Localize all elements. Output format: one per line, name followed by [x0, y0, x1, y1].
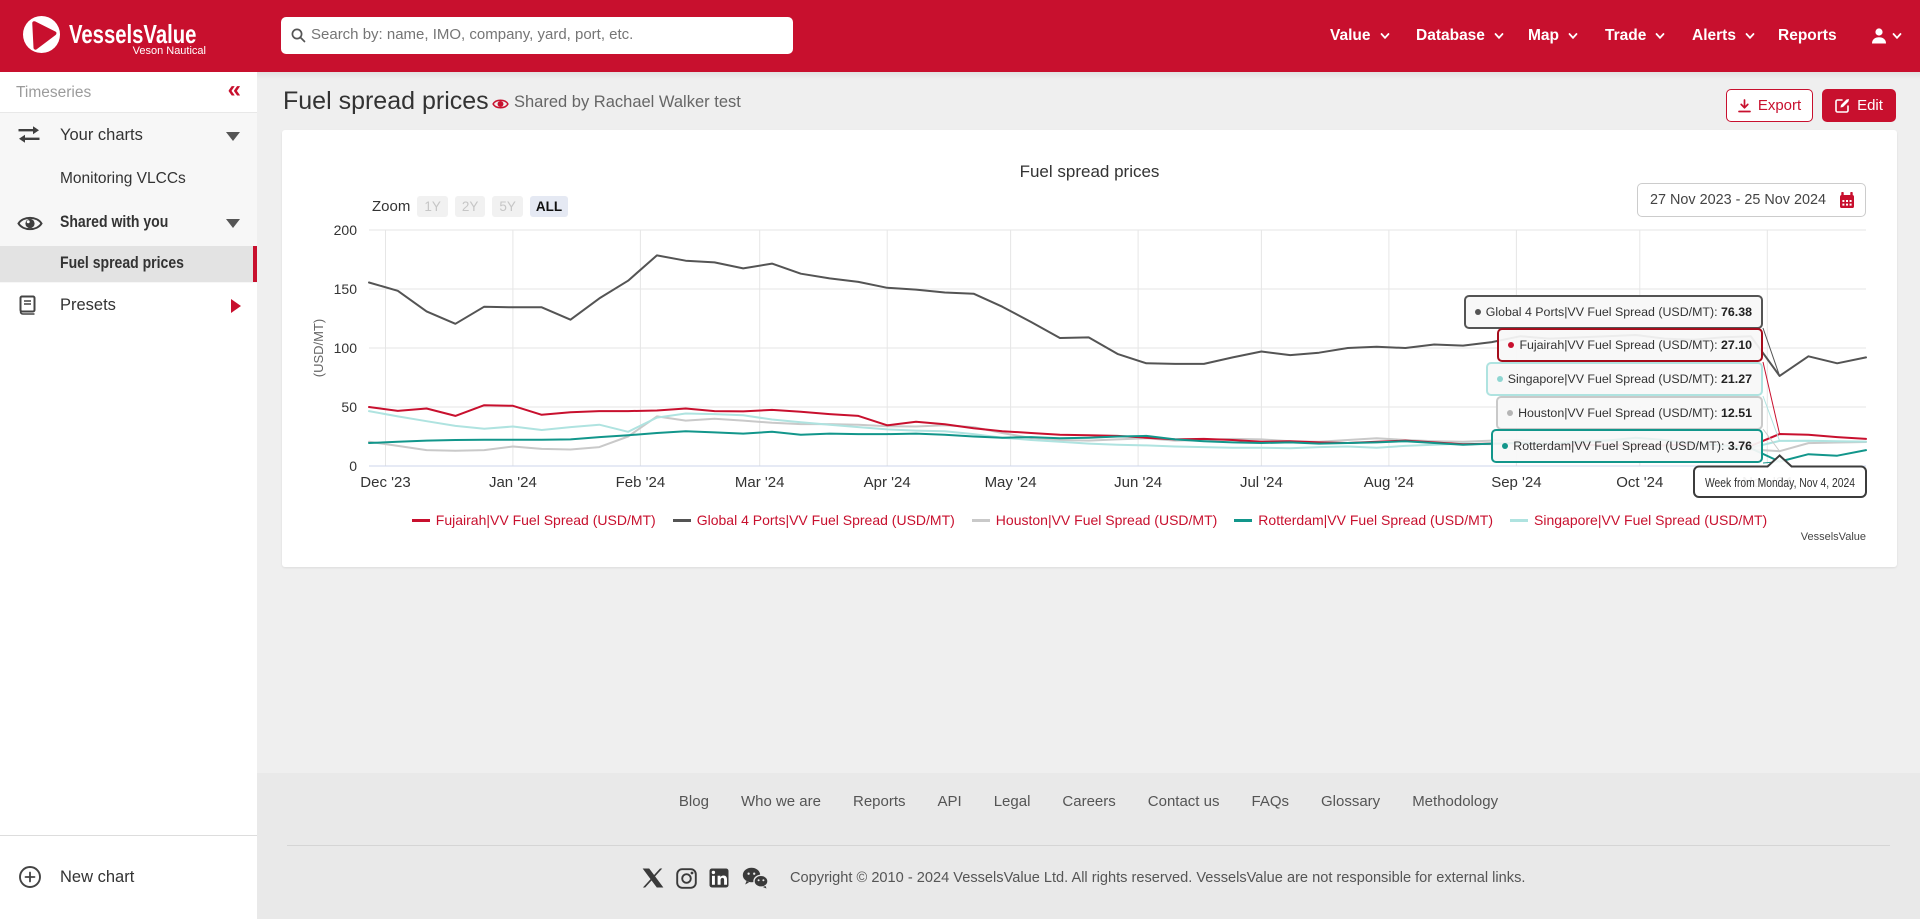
svg-text:150: 150: [334, 281, 358, 297]
svg-text:50: 50: [341, 399, 357, 415]
svg-text:Aug '24: Aug '24: [1364, 474, 1414, 491]
svg-text:May '24: May '24: [985, 474, 1037, 491]
svg-text:Week from Monday, Nov 4, 2024: Week from Monday, Nov 4, 2024: [1705, 476, 1855, 490]
svg-text:Mar '24: Mar '24: [735, 474, 785, 491]
svg-text:Jul '24: Jul '24: [1240, 474, 1283, 491]
svg-text:Jan '24: Jan '24: [489, 474, 537, 491]
svg-text:(USD/MT): (USD/MT): [311, 319, 326, 378]
svg-text:200: 200: [334, 222, 358, 238]
svg-text:Dec '23: Dec '23: [360, 474, 410, 491]
svg-text:Apr '24: Apr '24: [864, 474, 911, 491]
svg-text:100: 100: [334, 340, 358, 356]
svg-text:Sep '24: Sep '24: [1491, 474, 1541, 491]
svg-text:Oct '24: Oct '24: [1616, 474, 1663, 491]
svg-text:Feb '24: Feb '24: [616, 474, 666, 491]
svg-text:Jun '24: Jun '24: [1114, 474, 1162, 491]
svg-text:0: 0: [349, 458, 357, 474]
